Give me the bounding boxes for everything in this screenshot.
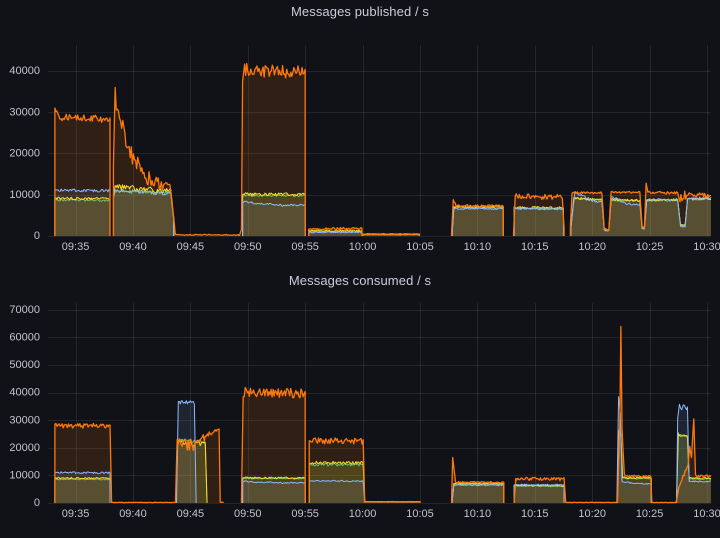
panel-title: Messages consumed / s [288,273,432,288]
messages-published-chart[interactable] [0,0,720,269]
panel-messages-consumed: Messages consumed / s [0,269,720,538]
panel-messages-published: Messages published / s [0,0,720,269]
panel-title: Messages published / s [290,4,430,19]
messages-consumed-chart[interactable] [0,269,720,538]
